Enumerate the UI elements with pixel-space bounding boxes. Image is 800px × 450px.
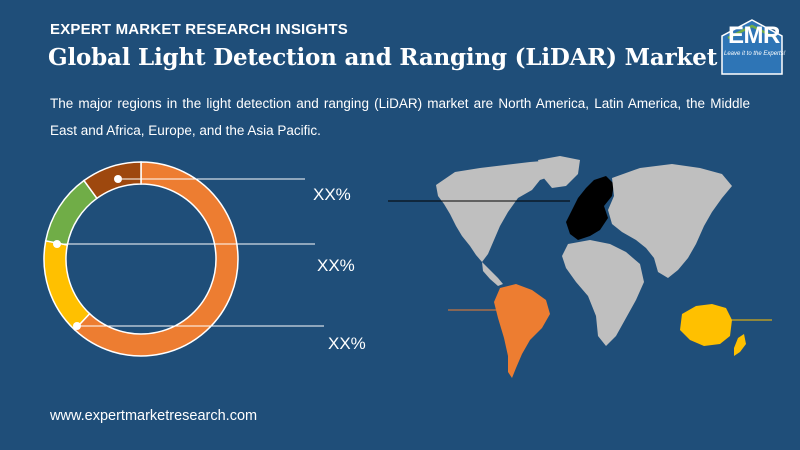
- map-new-zealand: [734, 334, 746, 356]
- world-map: [436, 156, 746, 378]
- logo-tagline: Leave it to the Experts!: [724, 51, 786, 57]
- map-asia: [608, 164, 732, 278]
- donut-slice-4: [82, 161, 142, 200]
- map-north-america: [436, 160, 565, 262]
- page-title: Global Light Detection and Ranging (LiDA…: [48, 44, 718, 71]
- logo-text: EMR: [728, 22, 780, 49]
- map-africa: [562, 240, 644, 346]
- leader-dot-1: [114, 175, 122, 183]
- map-central-america: [482, 262, 503, 286]
- donut-chart: [43, 161, 239, 357]
- pct-label-1: XX%: [313, 185, 351, 204]
- map-australia: [680, 304, 732, 346]
- footer-url: www.expertmarketresearch.com: [50, 408, 258, 424]
- donut-slice-1: [73, 161, 239, 357]
- donut-slice-3: [44, 179, 98, 246]
- map-south-america: [494, 284, 550, 378]
- leader-dot-2: [53, 240, 61, 248]
- kicker-text: EXPERT MARKET RESEARCH INSIGHTS: [50, 21, 348, 38]
- emr-logo-icon: [721, 19, 783, 75]
- pct-label-2: XX%: [317, 256, 355, 275]
- pct-label-3: XX%: [328, 334, 366, 353]
- leader-dot-3: [73, 322, 81, 330]
- map-europe: [566, 176, 614, 240]
- donut-slice-2: [43, 239, 91, 331]
- map-greenland: [538, 156, 580, 188]
- description-text: The major regions in the light detection…: [50, 96, 750, 138]
